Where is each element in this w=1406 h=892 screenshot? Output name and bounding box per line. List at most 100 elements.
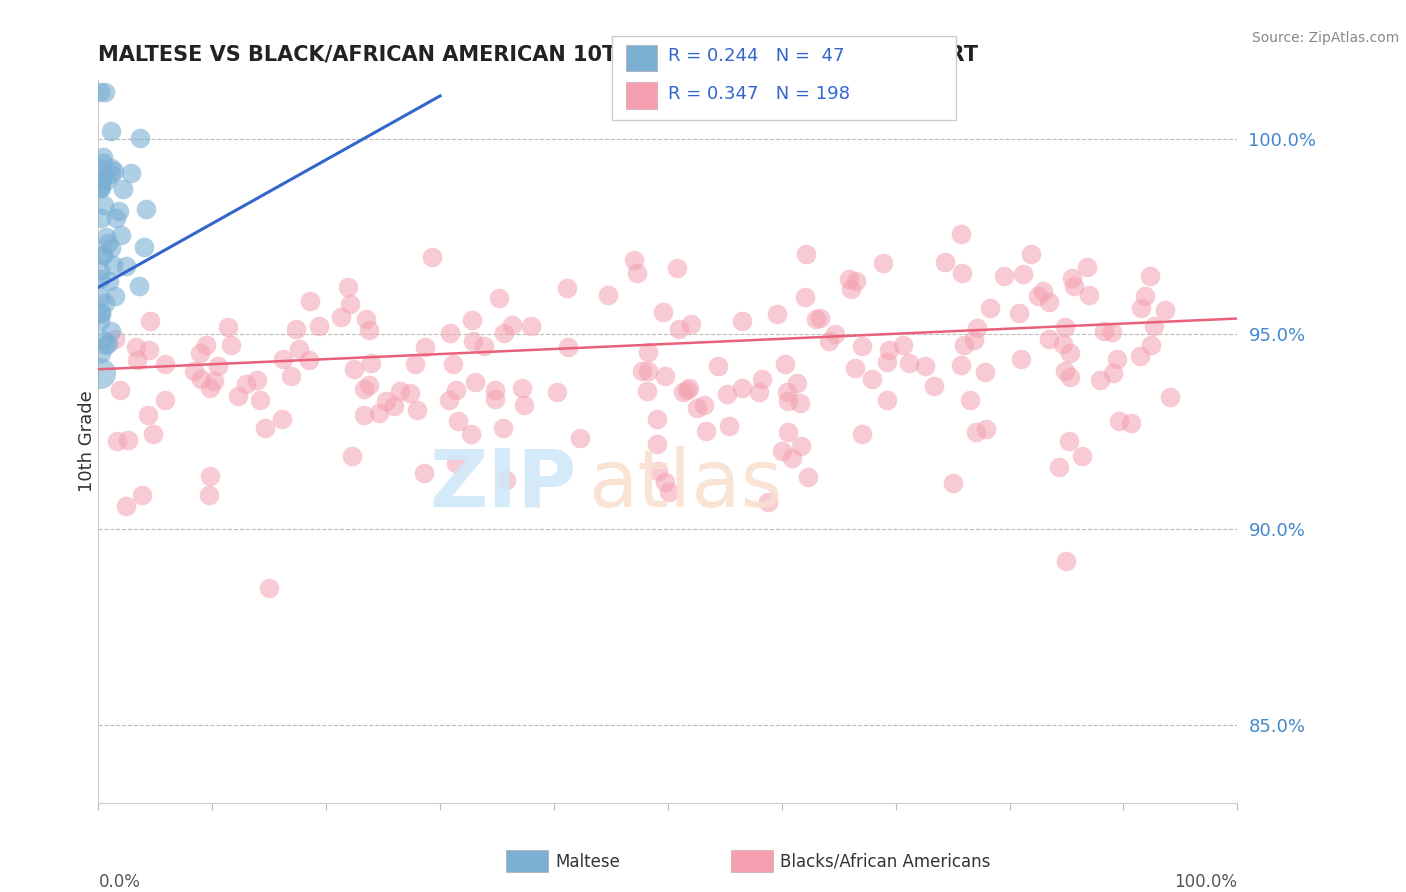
- Point: [142, 427, 165, 442]
- Point: [404, 357, 426, 371]
- Point: [1076, 260, 1098, 275]
- Point: [546, 384, 568, 399]
- Point: [288, 343, 311, 357]
- Point: [676, 383, 699, 397]
- Point: [1060, 271, 1083, 285]
- Point: [495, 474, 517, 488]
- Point: [637, 345, 659, 359]
- Point: [513, 398, 536, 412]
- Point: [441, 358, 464, 372]
- Text: MALTESE VS BLACK/AFRICAN AMERICAN 10TH GRADE CORRELATION CHART: MALTESE VS BLACK/AFRICAN AMERICAN 10TH G…: [98, 45, 979, 65]
- Point: [839, 282, 862, 296]
- Point: [770, 444, 793, 458]
- Point: [128, 279, 150, 293]
- Point: [557, 340, 579, 354]
- Point: [668, 322, 690, 336]
- Point: [249, 393, 271, 408]
- Point: [716, 386, 738, 401]
- Point: [280, 369, 302, 384]
- Point: [439, 326, 461, 340]
- Point: [1057, 434, 1080, 448]
- Point: [1008, 306, 1031, 320]
- Point: [1063, 279, 1085, 293]
- Point: [444, 383, 467, 397]
- Point: [120, 166, 142, 180]
- Point: [253, 420, 276, 434]
- Point: [90, 305, 112, 319]
- Point: [1032, 284, 1054, 298]
- Point: [1054, 554, 1078, 568]
- Point: [695, 424, 717, 438]
- Point: [1071, 449, 1094, 463]
- Point: [90, 181, 112, 195]
- Point: [1049, 460, 1071, 475]
- Point: [824, 327, 846, 342]
- Point: [90, 345, 112, 359]
- Point: [97, 274, 120, 288]
- Point: [949, 227, 972, 241]
- Point: [103, 164, 125, 178]
- Point: [125, 352, 148, 367]
- Point: [794, 247, 817, 261]
- Point: [1101, 366, 1123, 380]
- Point: [555, 281, 578, 295]
- Point: [89, 263, 111, 277]
- Point: [90, 171, 112, 186]
- Point: [219, 337, 242, 351]
- Point: [492, 421, 515, 435]
- Point: [115, 499, 138, 513]
- Point: [786, 376, 808, 391]
- Text: Blacks/African Americans: Blacks/African Americans: [780, 853, 991, 871]
- Point: [413, 466, 436, 480]
- Point: [89, 314, 111, 328]
- Point: [1159, 390, 1181, 404]
- Point: [200, 381, 222, 395]
- Point: [1026, 289, 1049, 303]
- Point: [973, 365, 995, 379]
- Point: [568, 431, 591, 445]
- Point: [198, 488, 221, 502]
- Point: [131, 488, 153, 502]
- Point: [876, 355, 898, 369]
- Point: [460, 427, 482, 442]
- Point: [105, 434, 128, 449]
- Point: [844, 361, 866, 376]
- Point: [339, 296, 361, 310]
- Point: [91, 150, 114, 164]
- Point: [353, 382, 375, 396]
- Point: [519, 319, 541, 334]
- Point: [876, 393, 898, 408]
- Point: [91, 248, 114, 262]
- Point: [950, 266, 973, 280]
- Text: 0.0%: 0.0%: [98, 873, 141, 891]
- Point: [405, 402, 427, 417]
- Point: [357, 323, 380, 337]
- Point: [190, 372, 212, 386]
- Point: [636, 384, 658, 398]
- Point: [1130, 301, 1153, 316]
- Point: [851, 339, 873, 353]
- Point: [89, 291, 111, 305]
- Point: [993, 269, 1015, 284]
- Point: [845, 274, 868, 288]
- Point: [891, 337, 914, 351]
- Point: [188, 346, 211, 360]
- Point: [89, 161, 111, 176]
- Point: [1139, 268, 1161, 283]
- Point: [472, 339, 495, 353]
- Point: [97, 235, 120, 250]
- Point: [103, 258, 125, 272]
- Point: [89, 179, 111, 194]
- Point: [510, 381, 533, 395]
- Point: [108, 203, 131, 218]
- Point: [420, 250, 443, 264]
- Point: [654, 475, 676, 490]
- Point: [89, 85, 111, 99]
- Point: [922, 379, 945, 393]
- Point: [1133, 288, 1156, 302]
- Point: [336, 280, 359, 294]
- Point: [117, 433, 139, 447]
- Point: [765, 307, 787, 321]
- Point: [100, 124, 122, 138]
- Point: [1019, 246, 1042, 260]
